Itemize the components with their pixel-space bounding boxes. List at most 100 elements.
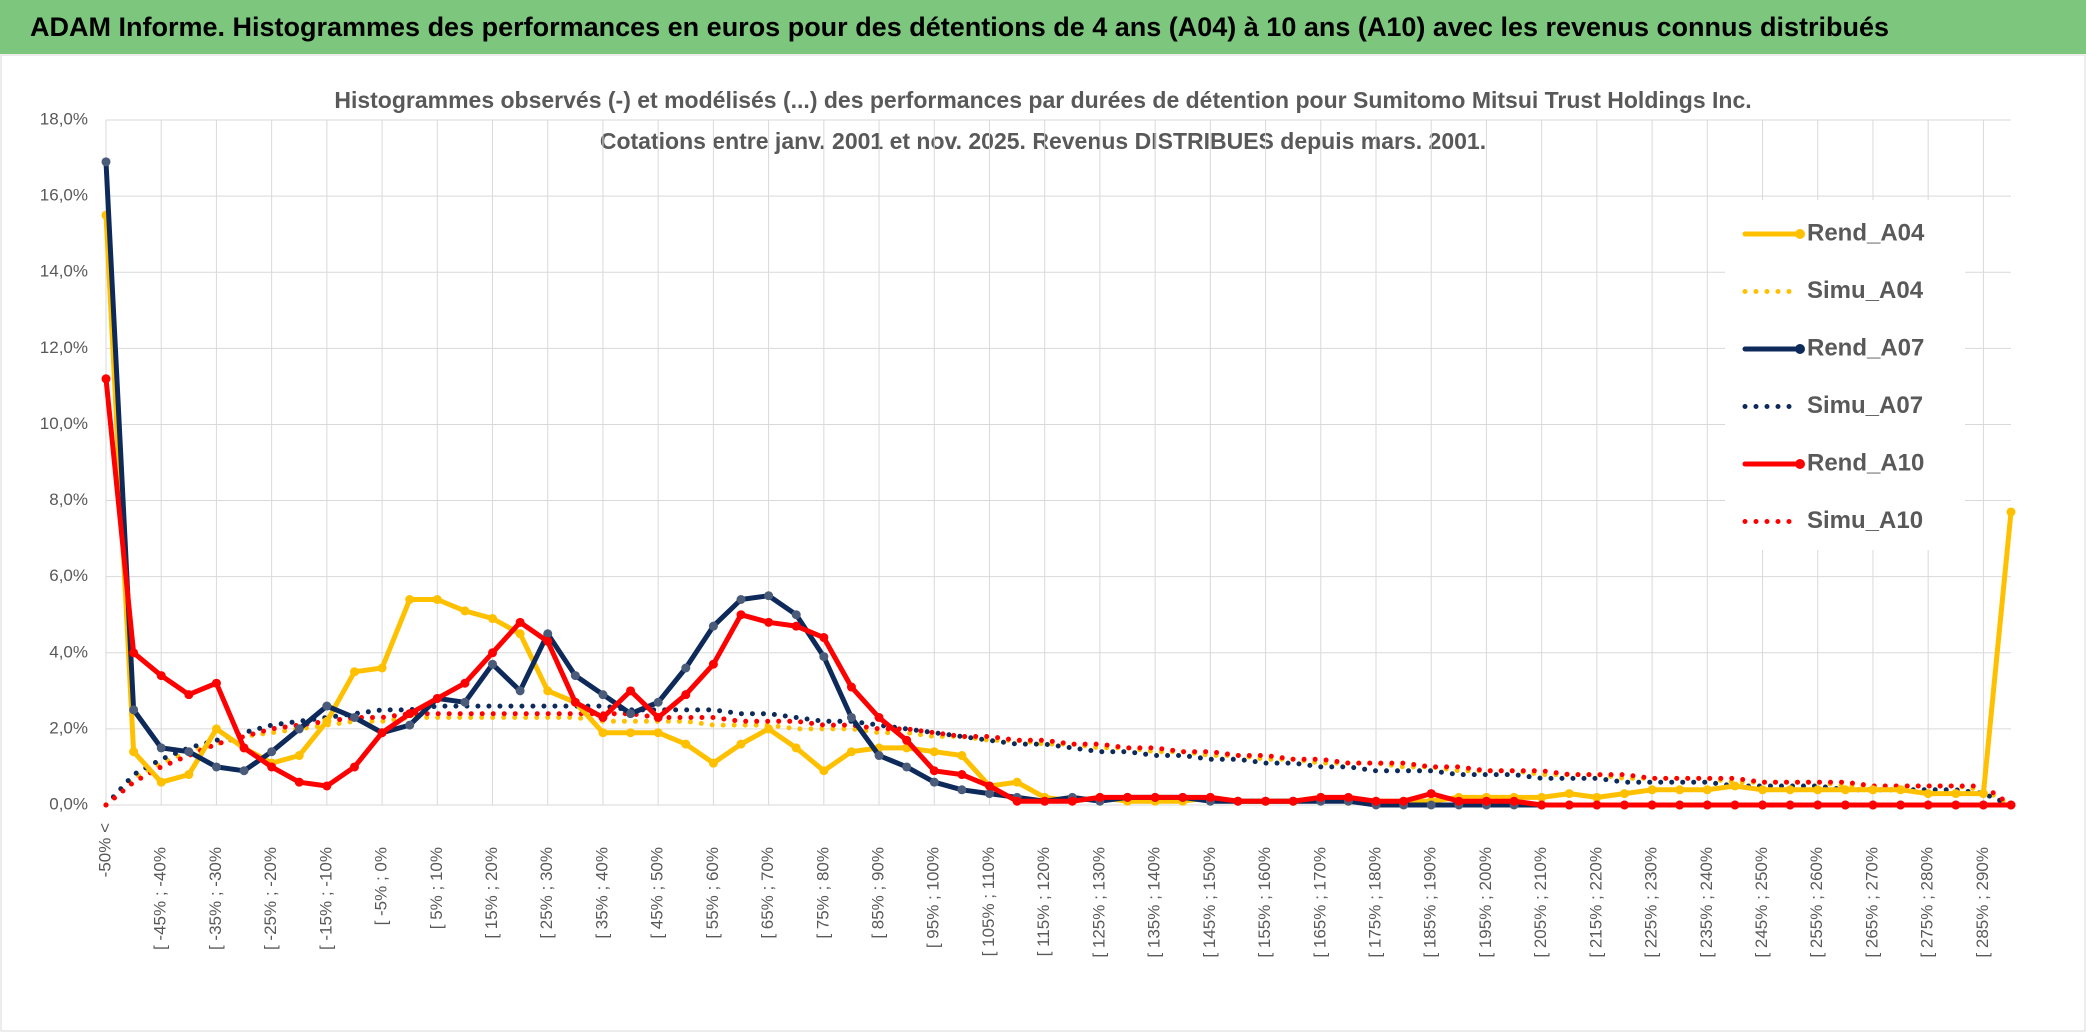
point-marker <box>322 701 332 711</box>
point-marker <box>1896 800 1906 810</box>
legend-label: Simu_A04 <box>1807 277 1924 304</box>
x-tick-label: [ 235% ; 240% <box>1697 847 1716 958</box>
point-marker <box>957 751 967 761</box>
point-marker <box>1371 796 1381 806</box>
point-marker <box>156 743 166 753</box>
point-marker <box>239 766 249 776</box>
point-marker <box>1923 789 1933 799</box>
point-marker <box>1123 792 1133 802</box>
point-marker <box>1923 800 1933 810</box>
point-marker <box>349 667 359 677</box>
x-tick-label: [ 55% ; 60% <box>703 847 722 939</box>
point-marker <box>1868 800 1878 810</box>
point-marker <box>846 747 856 757</box>
point-marker <box>1288 796 1298 806</box>
point-marker <box>1178 792 1188 802</box>
point-marker <box>322 781 332 791</box>
point-marker <box>1537 792 1547 802</box>
point-marker <box>708 758 718 768</box>
y-tick-label: 10,0% <box>40 414 88 433</box>
x-tick-label: [ 5% ; 10% <box>427 847 446 929</box>
point-marker <box>405 720 415 730</box>
x-tick-label: [ 75% ; 80% <box>813 847 832 939</box>
point-marker <box>1675 785 1685 795</box>
point-marker <box>184 747 194 757</box>
point-marker <box>156 671 166 681</box>
point-marker <box>1840 800 1850 810</box>
point-marker <box>1868 785 1878 795</box>
observed-line <box>103 376 2014 808</box>
point-marker <box>681 663 691 673</box>
x-tick-label: [ -15% ; -10% <box>316 847 335 950</box>
point-marker <box>902 735 912 745</box>
point-marker <box>764 617 774 627</box>
point-marker <box>1758 800 1768 810</box>
point-marker <box>653 728 663 738</box>
point-marker <box>1702 785 1712 795</box>
point-marker <box>570 671 580 681</box>
point-marker <box>708 659 718 669</box>
point-marker <box>1592 800 1602 810</box>
point-marker <box>791 621 801 631</box>
point-marker <box>1509 796 1519 806</box>
point-marker <box>957 785 967 795</box>
point-marker <box>1592 792 1602 802</box>
point-marker <box>129 705 139 715</box>
point-marker <box>349 762 359 772</box>
point-marker <box>1399 796 1409 806</box>
point-marker <box>736 610 746 620</box>
point-marker <box>1564 800 1574 810</box>
point-marker <box>2006 507 2016 517</box>
point-marker <box>2006 800 2016 810</box>
point-marker <box>101 157 111 167</box>
point-marker <box>1978 800 1988 810</box>
x-tick-label: [ -25% ; -20% <box>261 847 280 950</box>
point-marker <box>1150 792 1160 802</box>
legend-marker <box>1795 229 1805 239</box>
legend-marker <box>1795 459 1805 469</box>
legend-label: Rend_A04 <box>1807 219 1925 246</box>
point-marker <box>543 629 553 639</box>
legend-label: Simu_A10 <box>1807 507 1923 534</box>
y-tick-label: 16,0% <box>40 186 88 205</box>
point-marker <box>184 770 194 780</box>
point-marker <box>1619 800 1629 810</box>
x-tick-label: [ 225% ; 230% <box>1642 847 1661 958</box>
y-tick-label: 12,0% <box>40 338 88 357</box>
point-marker <box>543 636 553 646</box>
point-marker <box>736 595 746 604</box>
point-marker <box>1785 785 1795 795</box>
x-tick-label: [ 155% ; 160% <box>1255 847 1274 958</box>
point-marker <box>405 595 415 604</box>
header-bar <box>0 0 2086 54</box>
point-marker <box>1978 789 1988 799</box>
point-marker <box>1537 800 1547 810</box>
point-marker <box>1095 792 1105 802</box>
point-marker <box>1316 792 1326 802</box>
point-marker <box>819 652 829 662</box>
point-marker <box>1896 785 1906 795</box>
chart-subtitle: Cotations entre janv. 2001 et nov. 2025.… <box>600 128 1486 154</box>
x-tick-label: [ 245% ; 250% <box>1752 847 1771 958</box>
point-marker <box>377 663 387 673</box>
point-marker <box>294 751 304 761</box>
point-marker <box>681 739 691 749</box>
x-tick-label: [ -5% ; 0% <box>372 847 391 925</box>
x-tick-label: [ 205% ; 210% <box>1531 847 1550 958</box>
x-tick-label: [ 15% ; 20% <box>482 847 501 939</box>
point-marker <box>736 739 746 749</box>
point-marker <box>874 751 884 761</box>
point-marker <box>211 678 221 688</box>
point-marker <box>1233 796 1243 806</box>
legend-box <box>1725 200 1965 550</box>
point-marker <box>377 728 387 738</box>
point-marker <box>846 682 856 692</box>
chart-frame <box>0 54 2086 1032</box>
y-tick-label: 0,0% <box>49 794 88 813</box>
x-tick-label: -50% < <box>95 823 114 877</box>
x-tick-label: [ 275% ; 280% <box>1918 847 1937 958</box>
point-marker <box>929 766 939 776</box>
point-marker <box>626 709 636 719</box>
x-tick-label: [ 165% ; 170% <box>1310 847 1329 958</box>
point-marker <box>846 712 856 722</box>
